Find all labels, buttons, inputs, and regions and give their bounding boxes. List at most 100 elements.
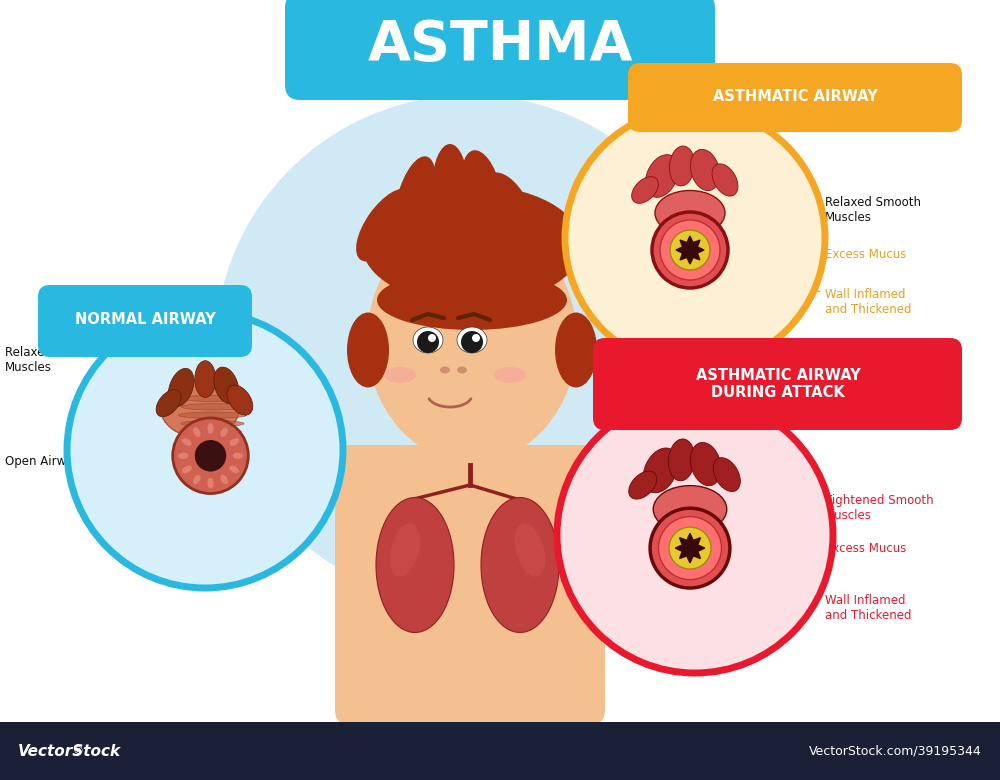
Ellipse shape [645,154,679,197]
Ellipse shape [220,474,228,484]
Ellipse shape [227,385,253,415]
Ellipse shape [229,438,239,446]
FancyBboxPatch shape [38,285,252,357]
Circle shape [461,331,483,353]
Ellipse shape [178,452,188,459]
Ellipse shape [184,395,241,402]
Ellipse shape [394,156,436,243]
Ellipse shape [632,176,658,204]
Text: Tightened Smooth
Muscles: Tightened Smooth Muscles [733,494,934,522]
Ellipse shape [214,367,239,404]
Bar [0,722,1000,780]
Ellipse shape [629,471,657,499]
Ellipse shape [485,172,535,243]
Ellipse shape [363,350,377,374]
Ellipse shape [655,190,725,236]
Ellipse shape [668,439,695,480]
Text: VectorStock: VectorStock [18,743,121,758]
Circle shape [215,95,725,605]
Text: Excess Mucus: Excess Mucus [723,247,906,261]
Ellipse shape [184,429,241,435]
Text: ASTHMATIC AIRWAY: ASTHMATIC AIRWAY [713,90,877,105]
Ellipse shape [384,367,416,383]
Circle shape [670,230,710,270]
FancyBboxPatch shape [628,63,962,132]
Text: ASTHMA: ASTHMA [367,18,633,72]
Ellipse shape [161,380,239,438]
Ellipse shape [562,342,590,382]
Ellipse shape [713,458,740,491]
Ellipse shape [356,189,414,261]
Circle shape [67,312,343,588]
Ellipse shape [457,327,487,353]
Circle shape [472,334,480,342]
Ellipse shape [432,144,468,232]
Ellipse shape [193,427,201,437]
Circle shape [428,334,436,342]
Ellipse shape [181,404,244,410]
Ellipse shape [457,367,467,374]
Ellipse shape [515,523,545,576]
Ellipse shape [229,466,239,473]
Ellipse shape [178,412,247,418]
Ellipse shape [182,438,192,446]
Ellipse shape [555,313,597,388]
Ellipse shape [376,498,454,633]
Ellipse shape [168,368,194,406]
FancyBboxPatch shape [285,0,715,100]
Ellipse shape [181,420,244,427]
Text: Open Airways: Open Airways [5,456,207,470]
Ellipse shape [347,313,389,388]
Circle shape [660,220,720,280]
Ellipse shape [669,146,695,186]
Ellipse shape [461,151,503,234]
Ellipse shape [207,424,214,434]
Ellipse shape [362,185,582,305]
Text: Excess Mucus: Excess Mucus [723,541,906,555]
Ellipse shape [220,427,228,437]
Circle shape [565,108,825,368]
Circle shape [652,212,728,288]
Ellipse shape [567,350,581,374]
Text: Relaxed Smooth
Muscles: Relaxed Smooth Muscles [5,346,182,409]
Ellipse shape [481,498,559,633]
Circle shape [417,331,439,353]
FancyBboxPatch shape [593,338,962,430]
Ellipse shape [195,360,216,398]
Ellipse shape [207,478,214,488]
Ellipse shape [690,442,721,486]
Ellipse shape [354,342,382,382]
Circle shape [173,418,248,494]
Circle shape [650,509,730,588]
Ellipse shape [156,390,181,417]
Ellipse shape [712,164,738,196]
Text: Relaxed Smooth
Muscles: Relaxed Smooth Muscles [733,196,921,224]
Ellipse shape [510,200,566,256]
Ellipse shape [494,367,526,383]
Ellipse shape [390,523,420,576]
Text: Wall Inflamed
and Thickened: Wall Inflamed and Thickened [721,569,912,622]
Ellipse shape [413,327,443,353]
Circle shape [195,440,226,471]
Polygon shape [675,534,705,563]
Ellipse shape [182,466,192,473]
Ellipse shape [233,452,243,459]
Text: VectorStock.com/39195344: VectorStock.com/39195344 [809,744,982,757]
Ellipse shape [440,367,450,374]
Text: Wall Inflamed
and Thickened: Wall Inflamed and Thickened [721,271,912,316]
Text: ASTHMATIC AIRWAY
DURING ATTACK: ASTHMATIC AIRWAY DURING ATTACK [696,368,860,400]
Ellipse shape [690,150,720,190]
Ellipse shape [377,270,567,330]
Text: NORMAL AIRWAY: NORMAL AIRWAY [75,313,215,328]
Text: ®: ® [73,746,84,756]
Ellipse shape [367,218,577,463]
Ellipse shape [643,448,678,493]
FancyBboxPatch shape [335,445,605,725]
Polygon shape [676,236,704,264]
Bar [435,415,505,470]
Circle shape [669,527,711,569]
Ellipse shape [653,486,727,533]
Circle shape [658,516,722,580]
Circle shape [557,397,833,673]
Ellipse shape [193,474,201,484]
